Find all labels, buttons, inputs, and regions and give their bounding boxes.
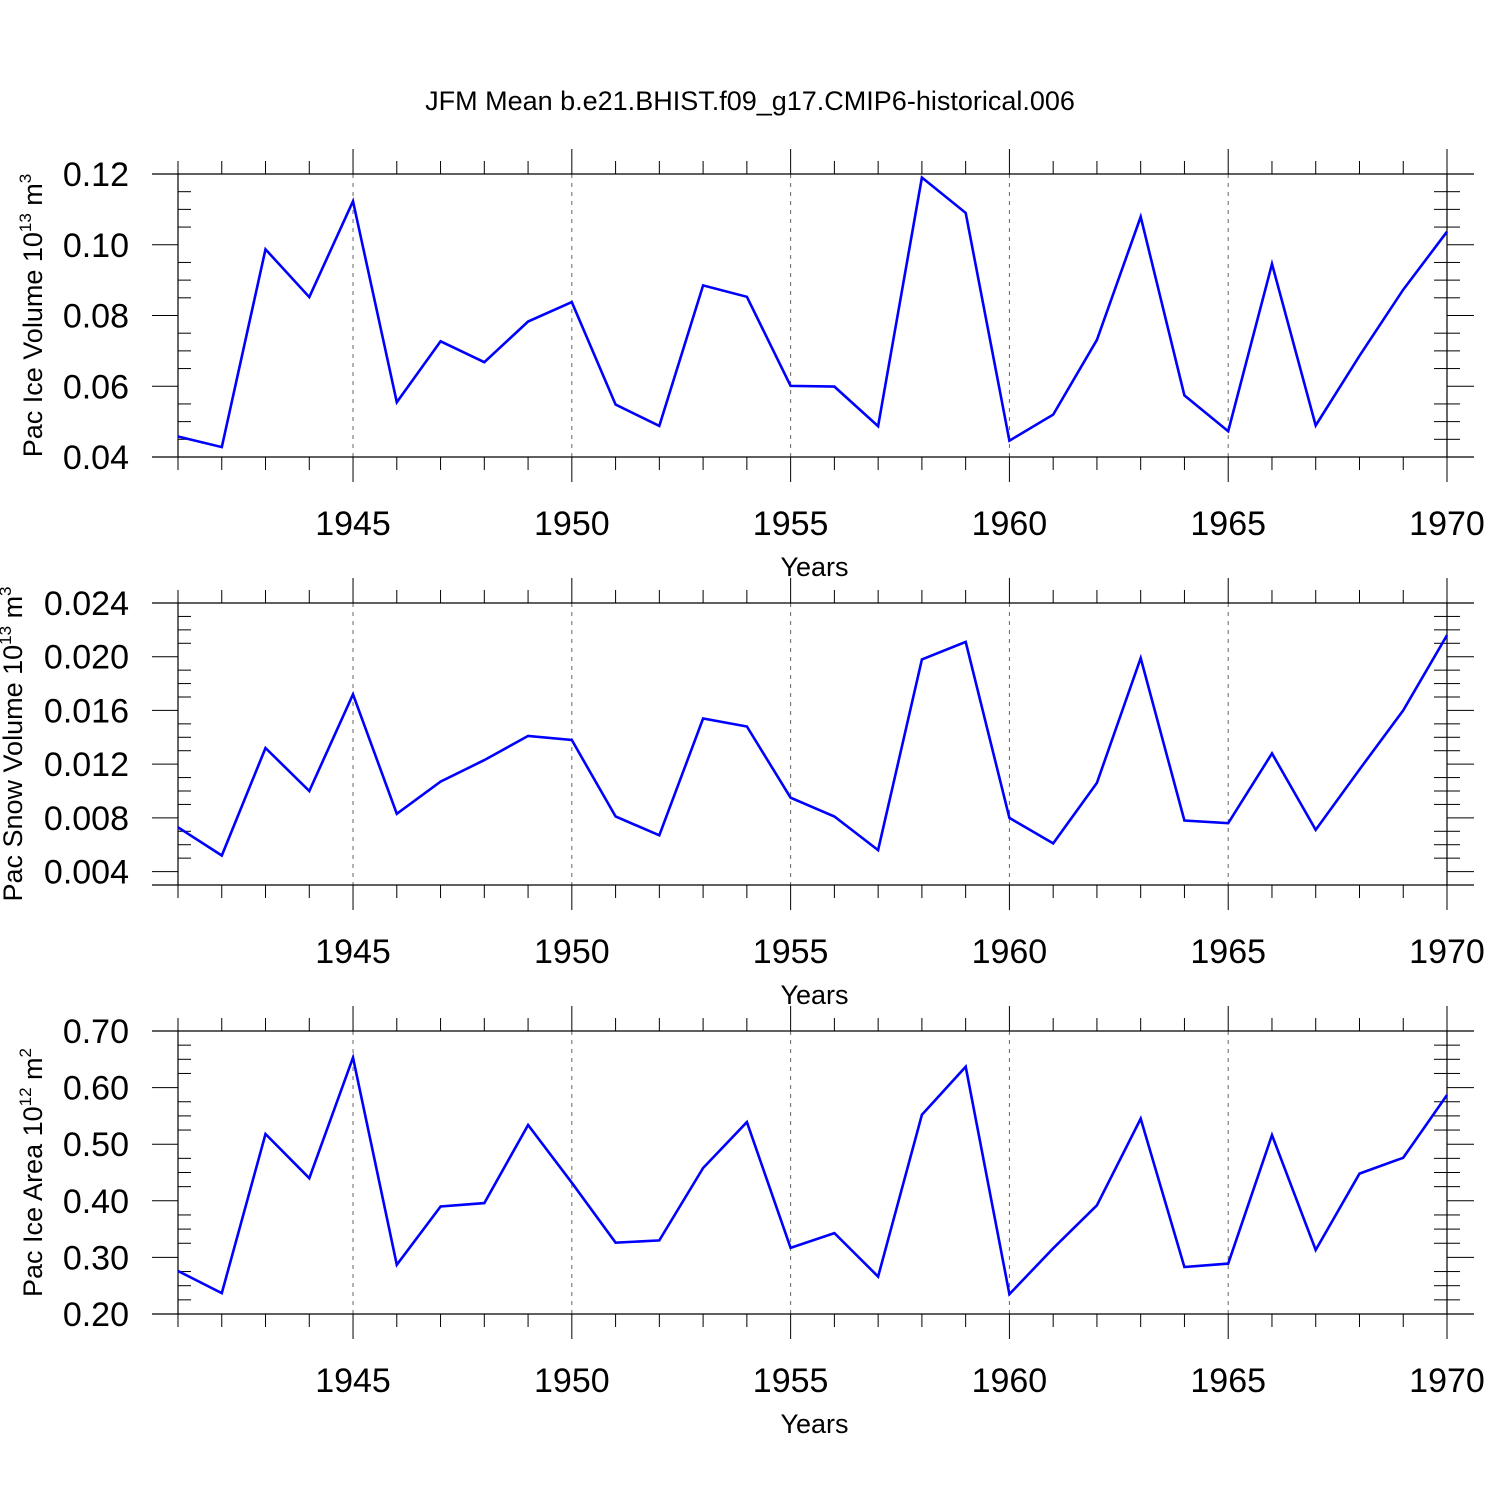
x-tick-label: 1970 — [1409, 1362, 1485, 1400]
y-tick-label: 0.10 — [63, 227, 129, 265]
x-tick-label: 1960 — [972, 1362, 1048, 1400]
x-tick-label: 1950 — [534, 933, 610, 971]
y-axis-label: Pac Snow Volume 1013 m3 — [0, 586, 28, 901]
y-tick-label: 0.70 — [63, 1013, 129, 1051]
x-tick-label: 1955 — [753, 505, 829, 543]
y-tick-label: 0.04 — [63, 439, 129, 477]
y-tick-label: 0.30 — [63, 1239, 129, 1277]
y-tick-label: 0.012 — [44, 746, 129, 784]
x-tick-label: 1970 — [1409, 933, 1485, 971]
x-tick-label: 1955 — [753, 933, 829, 971]
series-line — [177, 1052, 1449, 1297]
chart-title: JFM Mean b.e21.BHIST.f09_g17.CMIP6-histo… — [425, 86, 1075, 116]
y-tick-label: 0.20 — [63, 1296, 129, 1334]
y-tick-label: 0.12 — [63, 156, 129, 194]
chart-panel-1: 1945 1950 1955 1960 1965 1970 Years 0.04 0.06 0.0… — [16, 149, 1485, 582]
y-axis-label-unit: m — [18, 183, 48, 213]
chart-panels: 1945 1950 1955 1960 1965 1970 Years 0.04 0.06 0.0… — [0, 149, 1485, 1439]
x-tick-label: 1955 — [753, 1362, 829, 1400]
y-axis-label-unit-exponent: 3 — [16, 174, 35, 183]
y-axis-label: Pac Ice Area 1012 m2 — [16, 1048, 48, 1297]
y-tick-label: 0.008 — [44, 800, 129, 838]
x-tick-label: 1945 — [315, 933, 391, 971]
y-axis-label-unit-exponent: 2 — [16, 1048, 35, 1057]
y-axis-label-unit: m — [0, 596, 28, 626]
y-tick-label: 0.016 — [44, 692, 129, 730]
x-tick-label: 1965 — [1190, 1362, 1266, 1400]
x-axis-label: Years — [780, 552, 848, 582]
chart-panel-2: 1945 1950 1955 1960 1965 1970 Years 0.004 0.008 0… — [0, 578, 1485, 1010]
series-line — [177, 634, 1449, 858]
y-tick-label: 0.60 — [63, 1070, 129, 1108]
x-tick-label: 1960 — [972, 505, 1048, 543]
y-tick-label: 0.004 — [44, 854, 129, 892]
y-tick-label: 0.08 — [63, 298, 129, 336]
y-axis-label-exponent: 13 — [16, 213, 35, 232]
x-tick-label: 1950 — [534, 505, 610, 543]
y-axis-label-text: Pac Snow Volume 10 — [0, 645, 28, 902]
x-tick-label: 1945 — [315, 1362, 391, 1400]
y-tick-label: 0.06 — [63, 368, 129, 406]
y-axis-label-exponent: 12 — [16, 1087, 35, 1106]
chart-panel-3: 1945 1950 1955 1960 1965 1970 Years 0.20 0.30 0.4… — [16, 1006, 1485, 1439]
x-tick-label: 1960 — [972, 933, 1048, 971]
y-axis-label-text: Pac Ice Volume 10 — [18, 232, 48, 457]
y-tick-label: 0.40 — [63, 1183, 129, 1221]
x-tick-label: 1965 — [1190, 505, 1266, 543]
y-tick-label: 0.024 — [44, 585, 129, 623]
x-tick-label: 1945 — [315, 505, 391, 543]
x-tick-label: 1950 — [534, 1362, 610, 1400]
x-axis-label: Years — [780, 1409, 848, 1439]
series-line — [177, 175, 1449, 449]
x-tick-label: 1965 — [1190, 933, 1266, 971]
y-axis-label-unit: m — [18, 1057, 48, 1087]
y-tick-label: 0.50 — [63, 1126, 129, 1164]
y-axis-label-exponent: 13 — [0, 626, 15, 645]
x-tick-label: 1970 — [1409, 505, 1485, 543]
x-axis-label: Years — [780, 980, 848, 1010]
y-tick-label: 0.020 — [44, 639, 129, 677]
y-axis-label-unit-exponent: 3 — [0, 586, 15, 595]
y-axis-label-text: Pac Ice Area 10 — [18, 1106, 48, 1297]
y-axis-label: Pac Ice Volume 1013 m3 — [16, 174, 48, 458]
